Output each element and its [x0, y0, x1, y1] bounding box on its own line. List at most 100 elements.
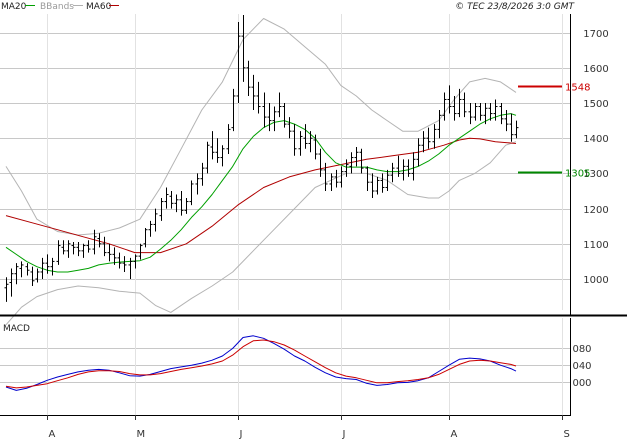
x-tick-label: J: [342, 429, 346, 440]
ohlc-bar: [509, 113, 514, 142]
level-lines: 1548 1305: [518, 83, 590, 180]
ohlc-bar: [287, 117, 292, 139]
ohlc-bar: [488, 103, 493, 121]
ohlc-bar: [437, 110, 442, 139]
macd-tick-label: 080: [572, 344, 591, 355]
ohlc-bar: [365, 166, 370, 191]
legend-ma20-label: MA20: [1, 2, 27, 12]
bb-upper-line: [5, 18, 517, 236]
ohlc-bar: [272, 106, 277, 132]
ohlc-bar: [478, 103, 483, 121]
x-tick-label: S: [564, 429, 570, 440]
ohlc-bar: [298, 131, 303, 156]
x-tick-label: M: [137, 429, 146, 440]
ohlc-bar: [40, 257, 45, 279]
ohlc-bar: [339, 166, 344, 188]
ohlc-bar: [313, 134, 318, 160]
ohlc-bar: [92, 229, 97, 255]
ohlc-bar: [200, 162, 205, 186]
ohlc-bar: [426, 127, 431, 149]
ohlc-bar: [97, 233, 102, 248]
ma60-line: [5, 137, 517, 254]
ohlc-bar: [401, 159, 406, 181]
ohlc-bar: [380, 173, 385, 193]
ohlc-bar: [396, 155, 401, 177]
ohlc-bar: [71, 242, 76, 255]
ohlc-bar: [406, 159, 411, 177]
ohlc-bar: [256, 81, 261, 114]
ohlc-bar: [251, 74, 256, 111]
ohlc-bar: [493, 99, 498, 121]
price-tick-label: 1600: [583, 64, 608, 75]
ohlc-bar: [462, 92, 467, 118]
ohlc-bar: [329, 173, 334, 191]
x-tick-label: J: [239, 429, 243, 440]
ohlc-bar: [189, 180, 194, 206]
price-bars: [4, 15, 519, 302]
price-tick-label: 1700: [583, 29, 608, 40]
ohlc-bar: [226, 124, 231, 155]
ohlc-bar: [159, 198, 164, 221]
ohlc-bar: [153, 208, 158, 232]
ohlc-bar: [66, 240, 71, 258]
ohlc-bar: [318, 148, 323, 177]
ohlc-bar: [174, 194, 179, 213]
ohlc-bar: [483, 103, 488, 125]
ohlc-bar: [241, 15, 246, 82]
ohlc-bar: [50, 257, 55, 276]
ohlc-bar: [220, 145, 225, 167]
signal-line: [5, 339, 517, 389]
ohlc-bar: [504, 110, 509, 132]
ohlc-bar: [148, 220, 153, 237]
macd-lines: [5, 335, 517, 391]
bb-lower-line: [5, 141, 517, 326]
ohlc-bar: [385, 169, 390, 191]
ohlc-bar: [292, 124, 297, 156]
macd-line: [5, 335, 517, 391]
ohlc-bar: [370, 173, 375, 199]
ohlc-bar: [112, 247, 117, 265]
ohlc-bar: [375, 176, 380, 195]
ohlc-bar: [30, 266, 35, 287]
ohlc-bar: [354, 147, 359, 167]
support-level-label: 1305: [565, 169, 590, 180]
ohlc-bar: [514, 120, 519, 139]
ohlc-bar: [262, 92, 267, 128]
price-tick-label: 1100: [583, 240, 608, 251]
price-tick-label: 1300: [583, 169, 608, 180]
ohlc-bar: [138, 243, 143, 260]
ma20-line: [5, 113, 517, 273]
ohlc-bar: [468, 103, 473, 125]
ohlc-bar: [179, 191, 184, 216]
ohlc-bar: [432, 124, 437, 149]
ohlc-bar: [267, 103, 272, 132]
ohlc-bar: [344, 159, 349, 177]
ohlc-bar: [117, 252, 122, 269]
ohlc-bar: [457, 88, 462, 118]
ohlc-bar: [421, 131, 426, 153]
ohlc-bar: [390, 162, 395, 183]
ohlc-bar: [86, 240, 91, 253]
ohlc-bar: [4, 277, 9, 302]
price-tick-label: 1500: [583, 99, 608, 110]
ohlc-bar: [14, 263, 19, 285]
ohlc-bar: [76, 242, 81, 257]
tick-labels: 1000 1100 1200 1300 1400 1500 1600 1700 000 040 08…: [47, 29, 609, 440]
ohlc-bar: [143, 227, 148, 248]
ohlc-bar: [359, 148, 364, 174]
ohlc-bar: [236, 22, 241, 103]
moving-averages: [5, 113, 517, 273]
ohlc-bar: [473, 103, 478, 121]
macd-tick-label: 040: [572, 361, 591, 372]
ohlc-bar: [205, 141, 210, 174]
ohlc-bar: [231, 88, 236, 132]
ohlc-bar: [61, 240, 66, 255]
legend-bbands-label: BBands: [40, 2, 74, 12]
copyright-text: © TEC 23/8/2026 3:0 GMT: [455, 2, 575, 12]
ohlc-bar: [411, 152, 416, 181]
price-tick-label: 1200: [583, 205, 608, 216]
ohlc-bar: [323, 162, 328, 191]
ohlc-bar: [452, 95, 457, 121]
